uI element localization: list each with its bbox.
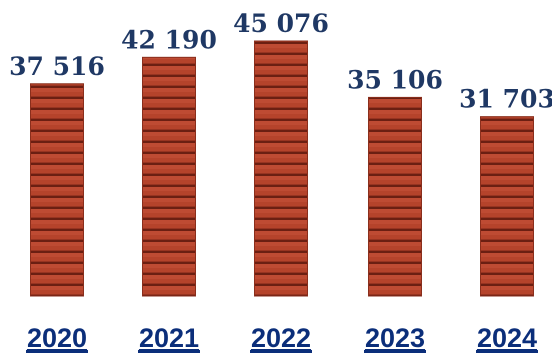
category-label-2023: 2023 [365, 323, 425, 353]
category-underline-2023 [364, 350, 426, 353]
category-underline-2020 [26, 350, 88, 353]
bar-2021 [142, 56, 196, 297]
value-label-2024: 31 703 [459, 85, 552, 114]
value-labels-group: 37 516 42 190 45 076 35 106 31 703 [9, 9, 552, 114]
bar-2022 [254, 40, 308, 297]
value-label-2021: 42 190 [121, 25, 217, 54]
category-underline-2022 [250, 350, 312, 353]
bar-2024 [480, 116, 534, 297]
category-underline-2021 [138, 350, 200, 353]
category-label-2021: 2021 [139, 323, 199, 353]
category-underline-2024 [476, 350, 538, 353]
category-label-2024: 2024 [477, 323, 537, 353]
value-label-2022: 45 076 [233, 9, 329, 38]
value-label-2023: 35 106 [347, 65, 443, 94]
bar-2020 [30, 83, 84, 297]
category-label-2020: 2020 [27, 323, 87, 353]
bar-2023 [368, 96, 422, 297]
category-labels-group: 2020 2021 2022 2023 2024 [26, 323, 538, 353]
category-label-2022: 2022 [251, 323, 311, 353]
bars-group [30, 40, 534, 297]
value-label-2020: 37 516 [9, 52, 105, 81]
